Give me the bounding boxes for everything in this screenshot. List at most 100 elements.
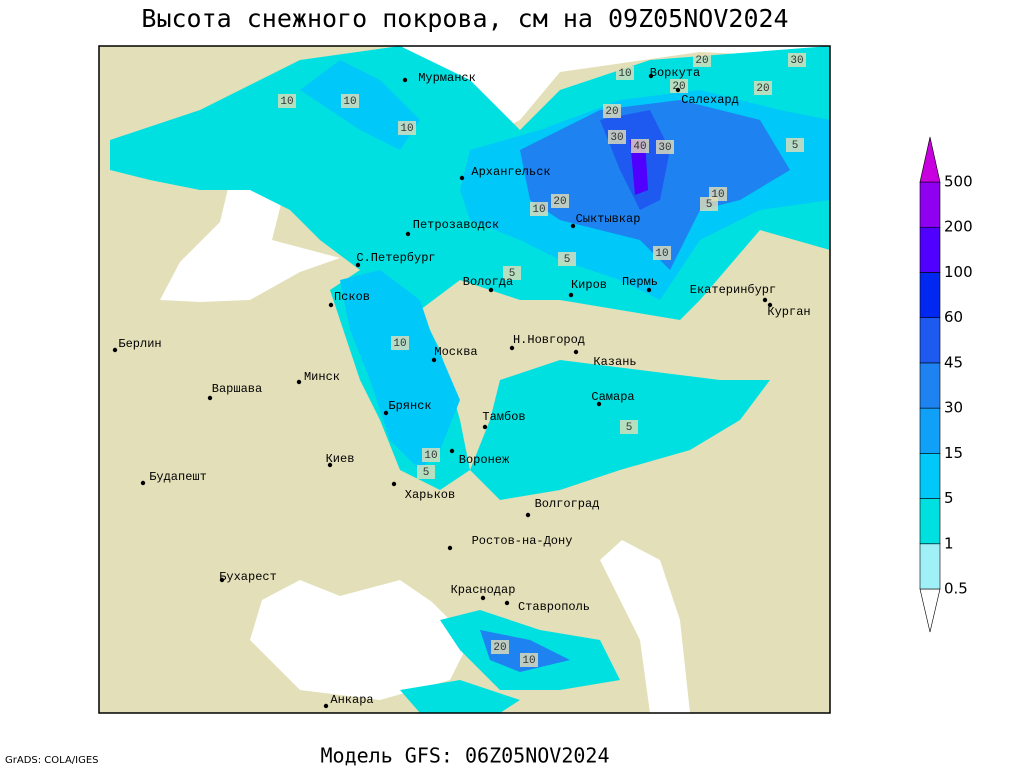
contour-label-box: [786, 138, 804, 152]
legend-box: [919, 272, 941, 318]
city-label: Сыктывкар: [576, 212, 641, 226]
model-run: Модель GFS: 06Z05NOV2024: [321, 744, 610, 768]
city-dot: [296, 379, 302, 385]
contour-label-box: [422, 448, 440, 462]
contour-label-box: [417, 465, 435, 479]
city-dot: [648, 73, 654, 79]
contour-label-box: [693, 53, 711, 67]
city-dot: [431, 357, 437, 363]
contour-label: 20: [493, 642, 506, 654]
contour-label: 5: [509, 268, 516, 280]
city-dot: [219, 577, 225, 583]
city-dot: [767, 302, 773, 308]
legend-box: [919, 226, 941, 273]
contour-label: 10: [618, 68, 631, 80]
city-label: Петрозаводск: [413, 218, 499, 232]
city-label: Киев: [326, 452, 355, 466]
legend-label: 200: [944, 218, 973, 236]
legend-box: [919, 498, 941, 545]
city-dot: [449, 448, 455, 454]
city-label: Воркута: [650, 66, 700, 80]
contour-label-box: [653, 246, 671, 260]
contour-label-box: [491, 640, 509, 654]
contour-label-box: [603, 104, 621, 118]
city-dot: [573, 349, 579, 355]
city-label: Москва: [434, 345, 477, 359]
legend-label: 15: [944, 444, 963, 462]
contour-label: 10: [393, 338, 406, 350]
city-label: Харьков: [405, 488, 455, 502]
city-dot: [207, 395, 213, 401]
contour-label-box: [616, 66, 634, 80]
city-label: Пермь: [622, 275, 658, 289]
contour-label-box: [520, 653, 538, 667]
city-dot: [327, 462, 333, 468]
contour-label: 10: [280, 96, 293, 108]
contour-label: 5: [792, 140, 799, 152]
city-dot: [570, 223, 576, 229]
legend-label: 500: [944, 173, 973, 191]
contour-label: 10: [532, 204, 545, 216]
city-dot: [405, 231, 411, 237]
city-label: Волгоград: [535, 497, 600, 511]
contour-label: 10: [424, 450, 437, 462]
city-label: Салехард: [681, 93, 739, 107]
legend-label: 1: [944, 534, 954, 552]
legend-end-high: [919, 136, 941, 183]
legend-label: 45: [944, 353, 963, 371]
contour-label: 5: [564, 254, 571, 266]
contour-label-box: [558, 252, 576, 266]
city-label: Брянск: [388, 399, 431, 413]
city-dot: [482, 424, 488, 430]
city-label: Анкара: [330, 693, 373, 707]
contour-label: 5: [706, 199, 713, 211]
contour-label: 10: [400, 123, 413, 135]
city-dot: [480, 595, 486, 601]
contour-label: 10: [522, 655, 535, 667]
city-label: Мурманск: [418, 71, 476, 85]
city-label: Ростов-на-Дону: [472, 534, 573, 548]
city-dot: [328, 302, 334, 308]
contour-label-box: [391, 336, 409, 350]
city-dot: [525, 512, 531, 518]
contour-label-box: [551, 194, 569, 208]
city-dot: [488, 287, 494, 293]
city-label: Курган: [767, 305, 810, 319]
city-label: Н.Новгород: [513, 333, 585, 347]
city-label: Казань: [593, 355, 636, 369]
legend-label: 5: [944, 489, 954, 507]
contour-label: 20: [756, 83, 769, 95]
city-dot: [504, 600, 510, 606]
city-label: С.Петербург: [356, 251, 435, 265]
city-dot: [459, 175, 465, 181]
city-dot: [646, 287, 652, 293]
city-label: Будапешт: [149, 470, 207, 484]
city-label: Минск: [304, 370, 340, 384]
city-dot: [596, 401, 602, 407]
title: Высота снежного покрова, см на 09Z05NOV2…: [141, 4, 788, 33]
city-dot: [509, 345, 515, 351]
legend-box: [919, 453, 941, 499]
credit: GrADS: COLA/IGES: [5, 755, 99, 766]
legend-label: 100: [944, 263, 973, 281]
contour-label-box: [754, 81, 772, 95]
contour-label: 20: [672, 81, 685, 93]
city-dot: [323, 703, 329, 709]
contour-label: 20: [695, 55, 708, 67]
contour-label-box: [398, 121, 416, 135]
contour-label: 10: [343, 96, 356, 108]
contour-label-box: [788, 53, 806, 67]
legend-label: 60: [944, 308, 963, 326]
city-dot: [447, 545, 453, 551]
city-label: Воронеж: [459, 453, 510, 467]
contour-label-box: [620, 420, 638, 434]
contour-label: 10: [655, 248, 668, 260]
legend-box: [919, 181, 941, 228]
contour-label: 5: [423, 467, 430, 479]
city-dot: [568, 292, 574, 298]
contour-label: 30: [790, 55, 803, 67]
city-dot: [402, 77, 408, 83]
city-label: Киров: [571, 278, 607, 292]
legend-box: [919, 543, 941, 590]
